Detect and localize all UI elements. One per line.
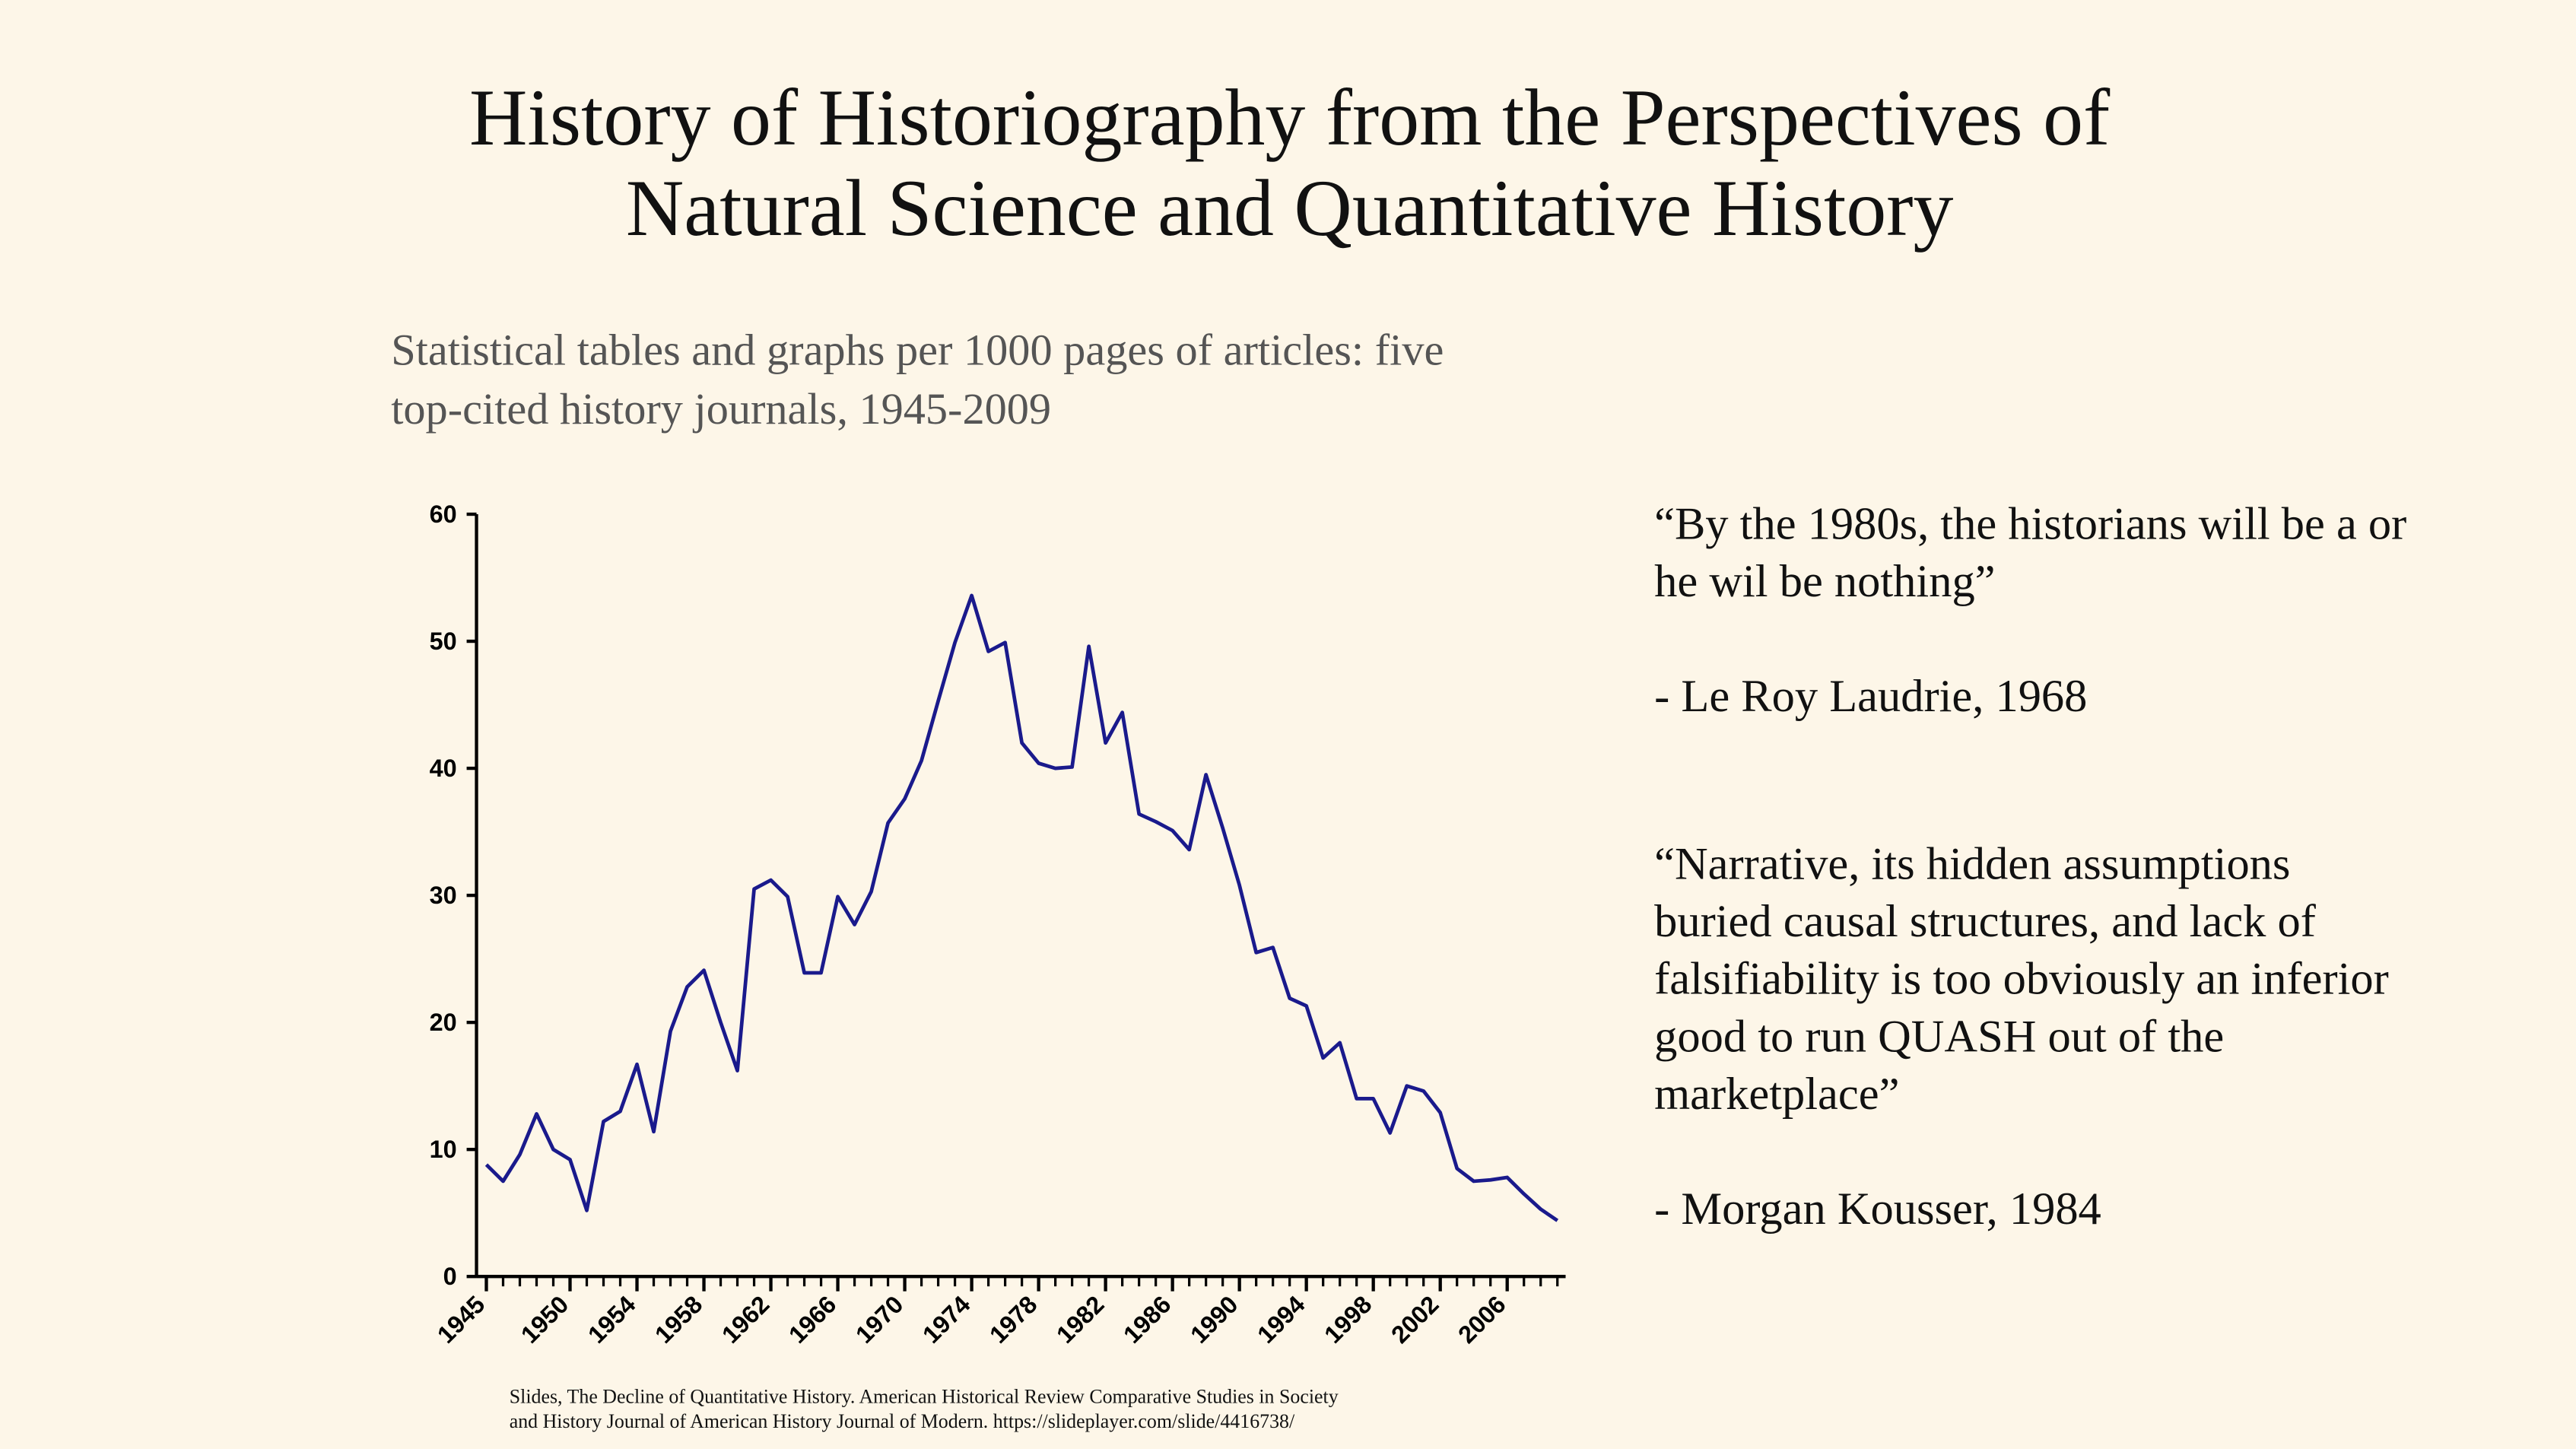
slide-title: History of Historiography from the Persp… [469,73,2111,162]
x-tick-label: 1978 [984,1291,1042,1349]
quote-line: buried causal structures, and lack of [1654,896,2317,947]
slide-title: Natural Science and Quantitative History [626,164,1954,253]
x-tick-label: 1945 [432,1291,490,1349]
quote-line: falsifiability is too obviously an infer… [1654,954,2389,1005]
x-tick-label: 1958 [650,1291,707,1349]
data-line [484,593,1559,1222]
x-tick-label: 2006 [1453,1291,1510,1349]
source: Slides, The Decline of Quantitative Hist… [510,1386,1339,1408]
quote-line: marketplace” [1654,1069,1899,1120]
x-tick-label: 1966 [783,1291,841,1349]
source: and History Journal of American History … [510,1410,1295,1432]
quote-line: good to run QUASH out of the [1654,1011,2224,1062]
x-tick-label: 1994 [1252,1291,1310,1349]
x-tick-label: 1982 [1051,1291,1109,1349]
chart-title: top-cited history journals, 1945-2009 [391,384,1051,434]
y-tick-label: 0 [443,1263,457,1290]
quote-line: he wil be nothing” [1654,556,1995,607]
x-tick-label: 1962 [716,1291,774,1349]
y-tick-label: 50 [430,628,457,655]
x-tick-label: 2002 [1386,1291,1444,1349]
quote-line: “By the 1980s, the historians will be a … [1654,498,2406,549]
quote-line: “Narrative, its hidden assumptions [1654,839,2290,890]
y-tick-label: 20 [430,1009,457,1036]
x-tick-label: 1954 [583,1291,640,1349]
quote-author: - Morgan Kousser, 1984 [1654,1184,2101,1235]
quote-author: - Le Roy Laudrie, 1968 [1654,671,2087,722]
x-tick-label: 1950 [516,1291,573,1349]
y-tick-label: 10 [430,1136,457,1163]
x-tick-label: 1974 [917,1291,975,1349]
x-tick-label: 1998 [1319,1291,1377,1349]
y-tick-label: 30 [430,882,457,909]
y-tick-label: 60 [430,500,457,528]
x-tick-label: 1970 [850,1291,908,1349]
x-tick-label: 1990 [1185,1291,1243,1349]
x-tick-label: 1986 [1118,1291,1176,1349]
chart-title: Statistical tables and graphs per 1000 p… [391,325,1444,374]
y-tick-label: 40 [430,755,457,782]
